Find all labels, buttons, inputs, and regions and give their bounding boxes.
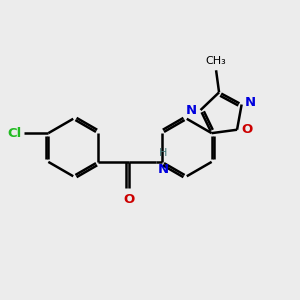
Text: CH₃: CH₃	[206, 56, 226, 66]
Text: N: N	[158, 164, 169, 176]
Text: Cl: Cl	[7, 127, 22, 140]
Text: N: N	[244, 96, 256, 109]
Text: O: O	[123, 193, 134, 206]
Text: H: H	[158, 148, 167, 158]
Text: N: N	[185, 103, 197, 117]
Text: O: O	[241, 123, 252, 136]
